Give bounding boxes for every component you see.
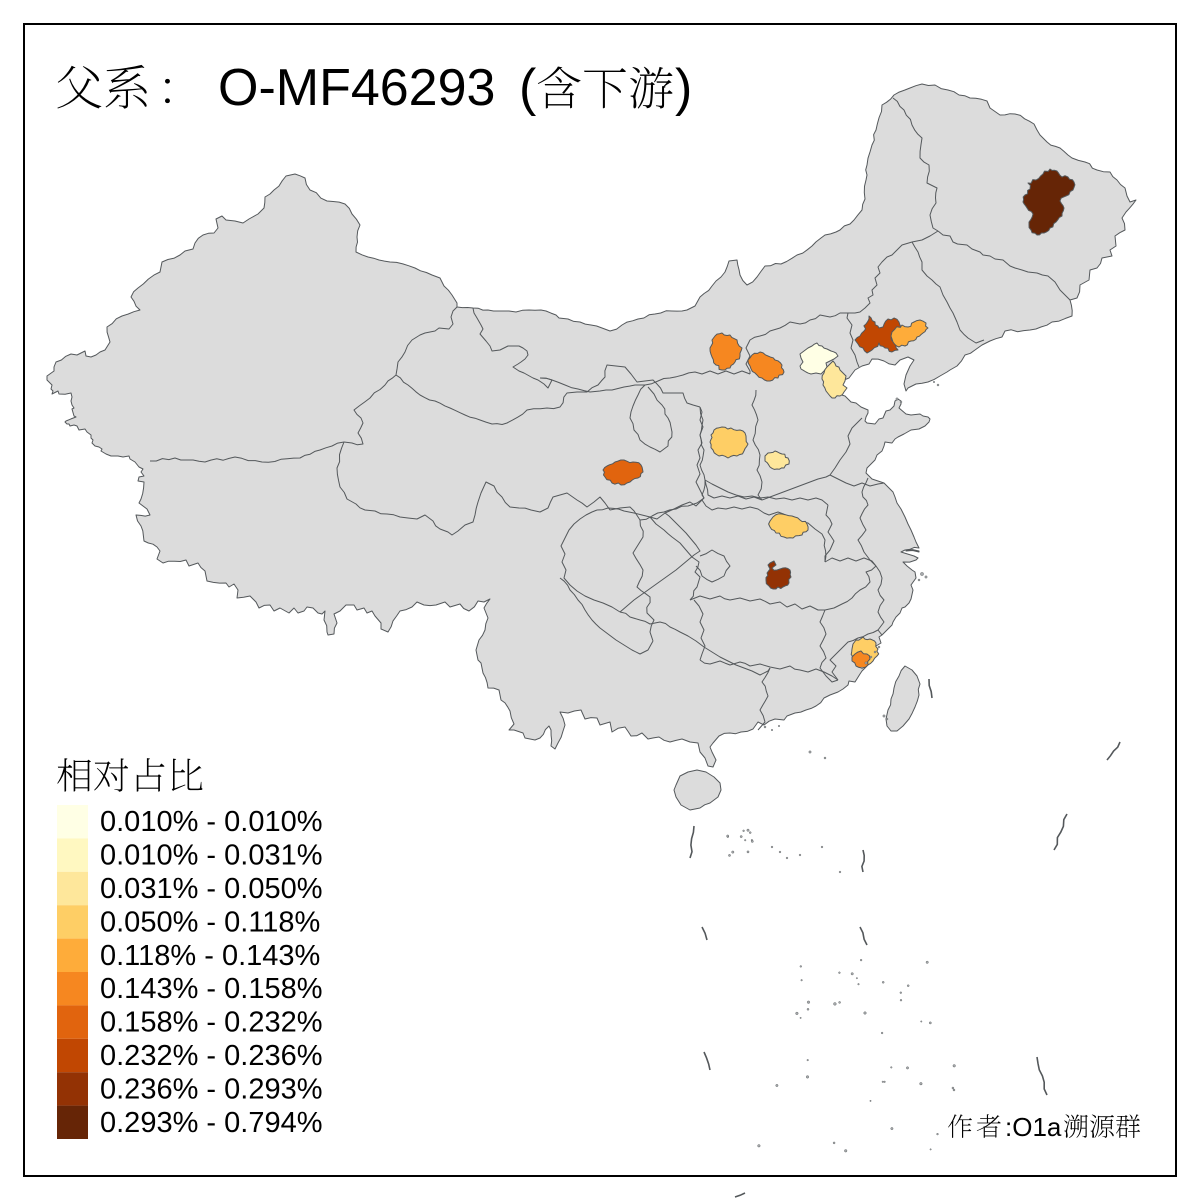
- svg-text:0.118% - 0.143%: 0.118% - 0.143%: [100, 940, 320, 972]
- svg-text:0.010% - 0.031%: 0.010% - 0.031%: [100, 840, 322, 872]
- svg-text:0.236% - 0.293%: 0.236% - 0.293%: [100, 1073, 322, 1105]
- svg-text:0.158% - 0.232%: 0.158% - 0.232%: [100, 1007, 322, 1039]
- svg-text:0.050% - 0.118%: 0.050% - 0.118%: [100, 906, 320, 938]
- svg-text::O1a: :O1a: [1005, 1112, 1062, 1142]
- svg-text:0.143% - 0.158%: 0.143% - 0.158%: [100, 973, 322, 1005]
- svg-text:0.031% - 0.050%: 0.031% - 0.050%: [100, 873, 322, 905]
- svg-text:O-MF46293: O-MF46293: [218, 59, 495, 117]
- svg-text:0.293% - 0.794%: 0.293% - 0.794%: [100, 1107, 322, 1139]
- svg-text:0.010% - 0.010%: 0.010% - 0.010%: [100, 806, 322, 838]
- svg-text:(: (: [519, 59, 537, 117]
- svg-text:0.232% - 0.236%: 0.232% - 0.236%: [100, 1040, 322, 1072]
- svg-text:): ): [675, 59, 692, 117]
